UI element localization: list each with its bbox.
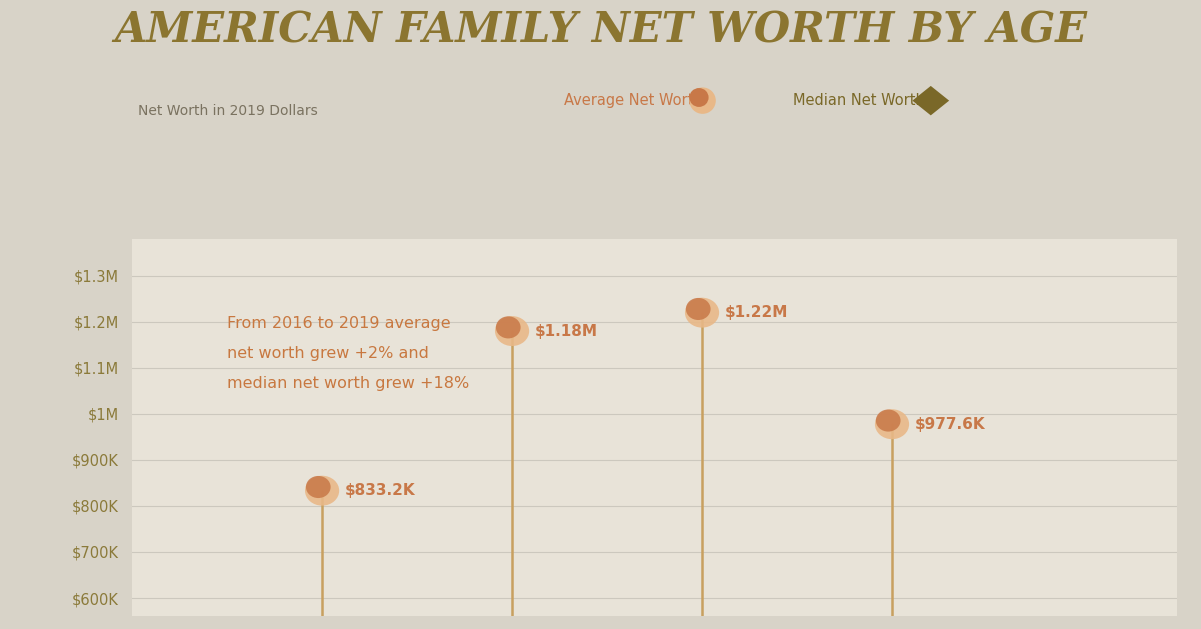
Ellipse shape xyxy=(305,476,339,506)
Ellipse shape xyxy=(686,298,711,320)
Text: Average Net Worth: Average Net Worth xyxy=(564,93,704,108)
Ellipse shape xyxy=(306,476,330,498)
Text: From 2016 to 2019 average: From 2016 to 2019 average xyxy=(227,316,450,331)
Ellipse shape xyxy=(876,409,901,431)
Text: $1.18M: $1.18M xyxy=(534,323,598,338)
Ellipse shape xyxy=(496,316,520,338)
Text: median net worth grew +18%: median net worth grew +18% xyxy=(227,376,470,391)
Ellipse shape xyxy=(685,298,719,328)
Text: Net Worth in 2019 Dollars: Net Worth in 2019 Dollars xyxy=(138,104,318,118)
Text: $977.6K: $977.6K xyxy=(915,417,986,431)
Text: $1.22M: $1.22M xyxy=(725,305,788,320)
Ellipse shape xyxy=(874,409,909,439)
Ellipse shape xyxy=(495,316,530,346)
Text: $833.2K: $833.2K xyxy=(345,483,416,498)
Text: net worth grew +2% and: net worth grew +2% and xyxy=(227,346,429,361)
Text: AMERICAN FAMILY NET WORTH BY AGE: AMERICAN FAMILY NET WORTH BY AGE xyxy=(114,9,1087,52)
Text: Median Net Worth: Median Net Worth xyxy=(793,93,925,108)
